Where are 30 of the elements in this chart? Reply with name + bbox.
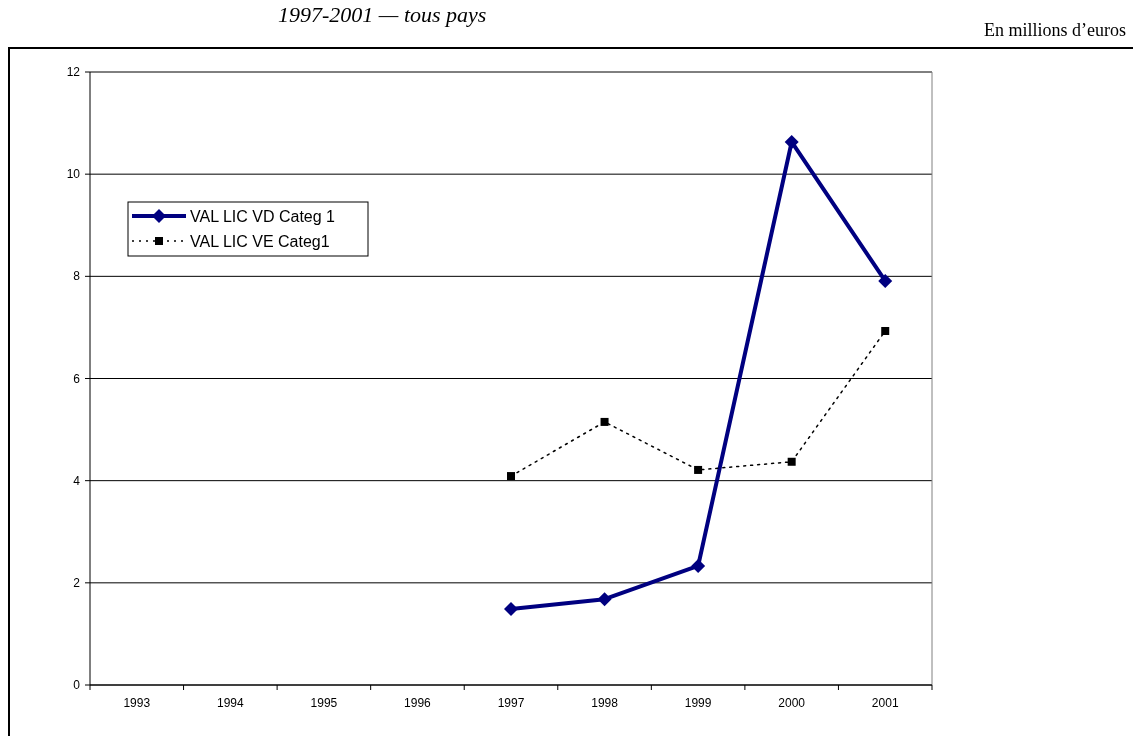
point	[878, 273, 893, 288]
point	[504, 601, 518, 616]
x-tick-label: 1998	[591, 696, 619, 710]
y-tick-label: 0	[73, 678, 81, 692]
chart-title: 1997-2001 — tous pays	[278, 2, 487, 27]
text: En millions d’euros	[984, 20, 1126, 40]
x-tick-label: 2001	[871, 696, 899, 710]
y-tick-label: 10	[66, 167, 81, 182]
point	[787, 457, 796, 466]
point	[694, 465, 703, 474]
y-tick-label: 8	[73, 269, 81, 284]
y-tick-label: 6	[73, 371, 81, 386]
point	[691, 558, 706, 573]
point	[881, 326, 890, 335]
y-tick-label: 12	[66, 65, 81, 79]
x-tick-label: 1999	[684, 696, 712, 710]
legend-label: VAL LIC VE Categ1	[190, 232, 330, 250]
point	[600, 417, 609, 426]
y-tick-label: 4	[73, 473, 81, 488]
x-tick-label: 1996	[404, 696, 432, 710]
x-tick-label: 2000	[778, 696, 806, 710]
x-tick-label: 1995	[310, 696, 338, 710]
y-tick-label: 2	[73, 575, 81, 590]
point	[507, 472, 515, 481]
point	[597, 592, 612, 607]
point	[784, 134, 799, 149]
legend-label: VAL LIC VD Categ 1	[190, 207, 336, 225]
x-tick-label: 1993	[123, 696, 151, 710]
x-tick-label: 1994	[216, 696, 244, 710]
x-tick-label: 1997	[497, 696, 525, 710]
